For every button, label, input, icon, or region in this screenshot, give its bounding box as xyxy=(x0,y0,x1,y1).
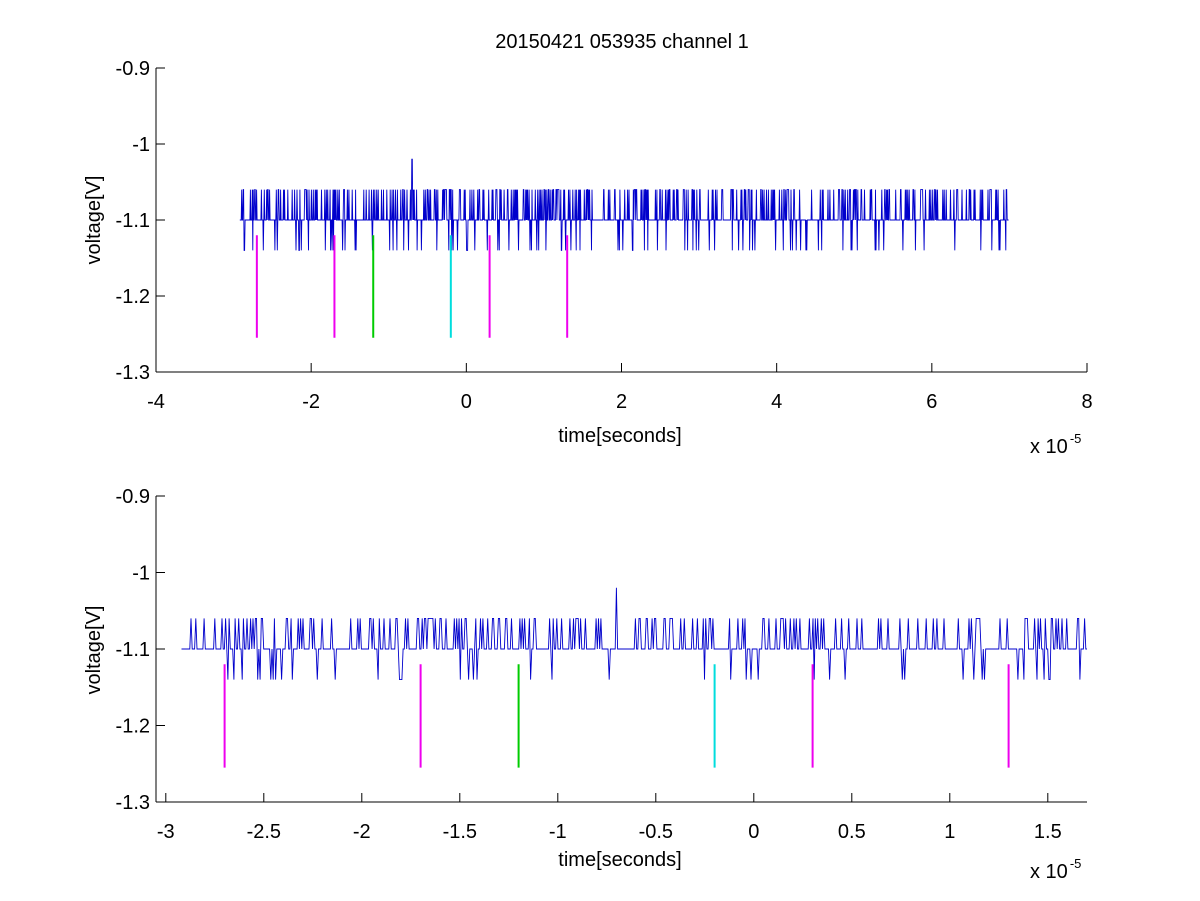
top-plot-y-label: voltage[V] xyxy=(83,176,105,265)
y-tick-label: -1 xyxy=(132,563,150,585)
top-plot-x-label: time[seconds] xyxy=(558,425,681,447)
x-tick-label: 1.5 xyxy=(1034,821,1062,843)
y-tick-label: -1 xyxy=(132,134,150,156)
bottom-plot-x-multiplier: x 10 -5 xyxy=(1030,856,1081,883)
x-tick-label: 2 xyxy=(616,391,627,413)
x-tick-label: 4 xyxy=(771,391,782,413)
x-tick-label: -3 xyxy=(157,821,175,843)
signal-line xyxy=(239,158,1009,251)
x-tick-label: 0 xyxy=(748,821,759,843)
x-tick-label: -1 xyxy=(549,821,567,843)
signal-line xyxy=(181,587,1087,681)
y-tick-label: -0.9 xyxy=(116,486,150,508)
x-tick-label: 1 xyxy=(944,821,955,843)
x-tick-label: -4 xyxy=(147,391,165,413)
x-tick-label: -2.5 xyxy=(247,821,281,843)
figure-title: 20150421 053935 channel 1 xyxy=(495,31,749,53)
y-tick-label: -1.2 xyxy=(116,716,150,738)
bottom-plot-x-ticks: -3 -2.5 -2 -1.5 -1 -0.5 0 0.5 1 1.5 xyxy=(157,793,1062,843)
top-plot-x-multiplier-exponent: -5 xyxy=(1070,431,1082,446)
x-tick-label: 0 xyxy=(461,391,472,413)
bottom-plot-x-multiplier-base: x 10 xyxy=(1030,861,1068,883)
x-tick-label: -2 xyxy=(302,391,320,413)
top-plot-x-multiplier: x 10 -5 xyxy=(1030,431,1081,458)
y-tick-label: -1.1 xyxy=(116,639,150,661)
x-tick-label: -2 xyxy=(353,821,371,843)
x-tick-label: 0.5 xyxy=(838,821,866,843)
top-plot-x-multiplier-base: x 10 xyxy=(1030,436,1068,458)
top-plot: -0.9 -1 -1.1 -1.2 -1.3 -4 -2 0 2 4 6 8 time[second… xyxy=(83,58,1093,458)
top-plot-event-markers xyxy=(255,235,569,338)
y-tick-label: -1.3 xyxy=(116,792,150,814)
x-tick-label: -1.5 xyxy=(443,821,477,843)
y-tick-label: -0.9 xyxy=(116,58,150,80)
top-plot-x-ticks: -4 -2 0 2 4 6 8 xyxy=(147,363,1093,413)
bottom-plot-y-ticks: -0.9 -1 -1.1 -1.2 -1.3 xyxy=(116,486,165,814)
bottom-plot-y-label: voltage[V] xyxy=(83,606,105,695)
x-tick-label: 6 xyxy=(926,391,937,413)
top-plot-y-ticks: -0.9 -1 -1.1 -1.2 -1.3 xyxy=(116,58,165,384)
bottom-plot-signal-trace xyxy=(181,587,1087,681)
y-tick-label: -1.1 xyxy=(116,210,150,232)
top-plot-signal-trace xyxy=(239,158,1009,251)
y-tick-label: -1.2 xyxy=(116,286,150,308)
x-tick-label: 8 xyxy=(1081,391,1092,413)
x-tick-label: -0.5 xyxy=(639,821,673,843)
bottom-plot-x-label: time[seconds] xyxy=(558,849,681,871)
bottom-plot: -0.9 -1 -1.1 -1.2 -1.3 -3 -2.5 -2 -1.5 -1 -0.5 0 0.… xyxy=(83,486,1087,883)
y-tick-label: -1.3 xyxy=(116,362,150,384)
bottom-plot-event-markers xyxy=(223,664,1010,768)
bottom-plot-x-multiplier-exponent: -5 xyxy=(1070,856,1082,871)
